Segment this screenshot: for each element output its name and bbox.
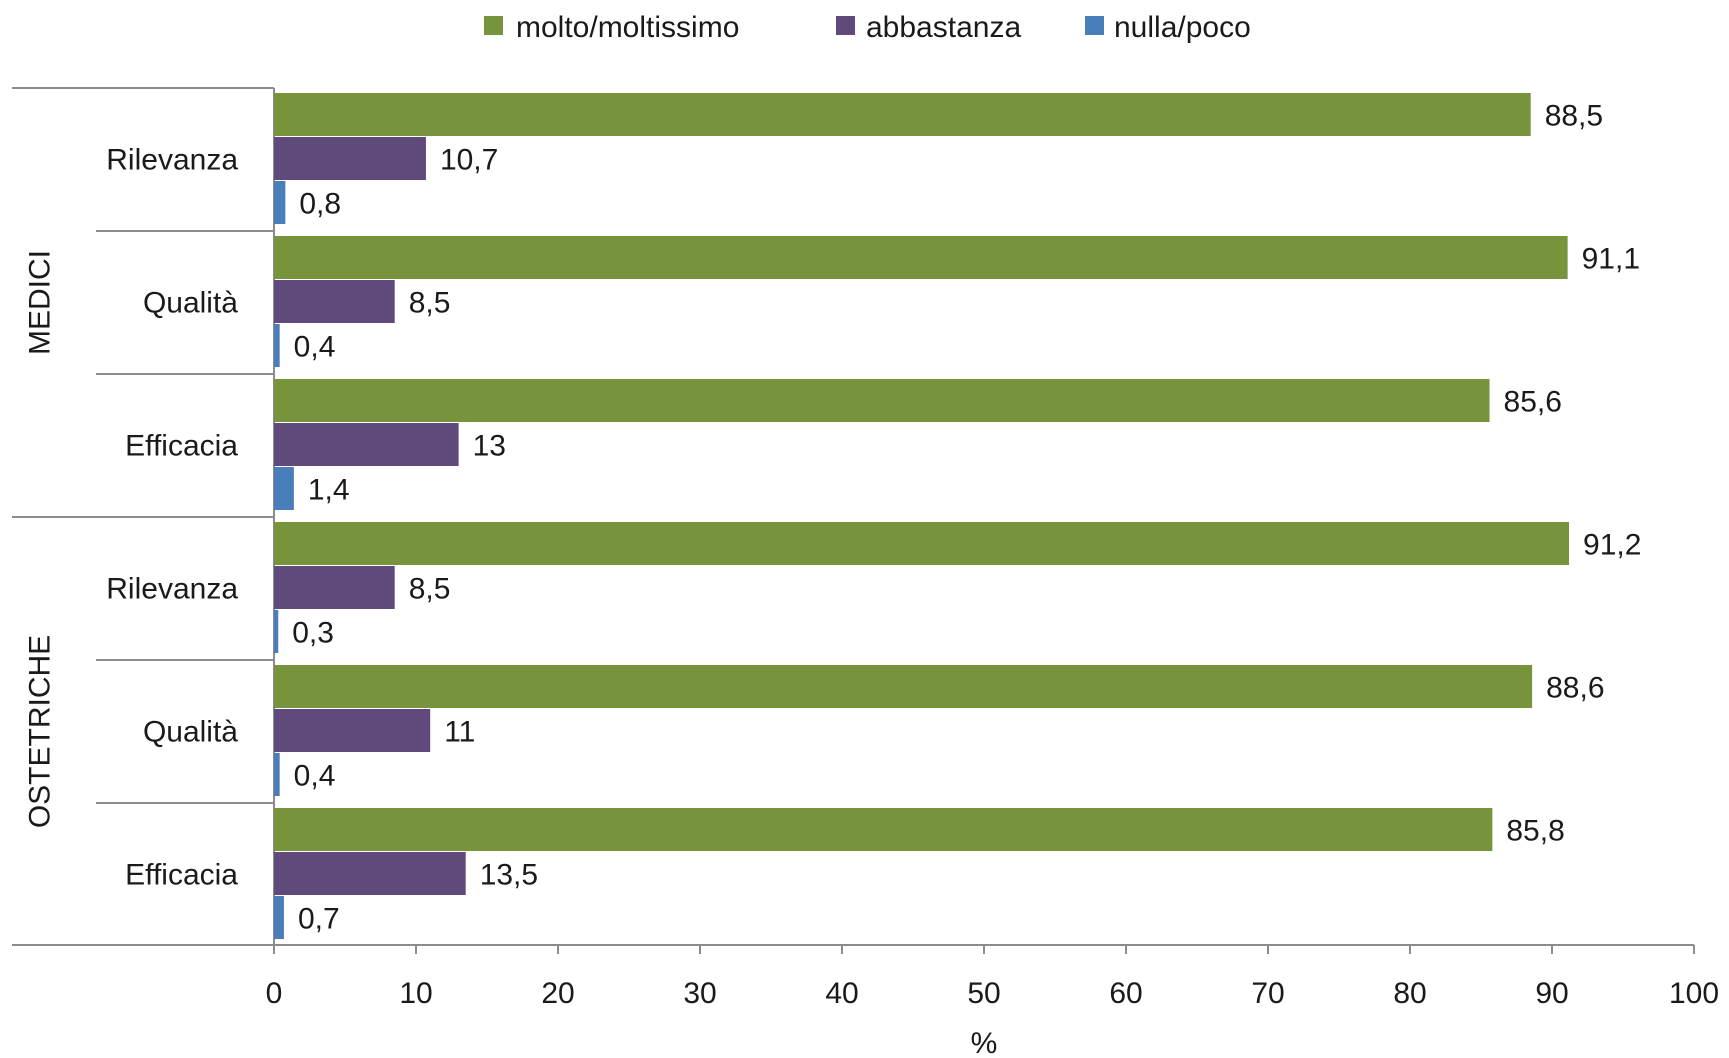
bar-1-0-2 (274, 610, 279, 653)
x-tick-label-3: 30 (683, 977, 716, 1010)
bar-value-label-1-0-1: 8,5 (409, 573, 451, 606)
bar-0-0-1 (274, 137, 426, 180)
category-label-0-2: Efficacia (125, 430, 238, 463)
bar-value-label-0-2-1: 13 (473, 430, 506, 463)
bar-1-1-0 (274, 665, 1533, 708)
labels: MEDICI Rilevanza 88,5 10,7 0,8 Qualità 91,1 8,5… (24, 100, 1642, 936)
bar-value-label-1-1-0: 88,6 (1546, 672, 1604, 705)
x-tick-label-0: 0 (266, 977, 283, 1010)
bar-value-label-1-0-2: 0,3 (292, 617, 334, 650)
group-label-0: MEDICI (24, 250, 57, 355)
x-tick-label-7: 70 (1251, 977, 1284, 1010)
bar-value-label-1-2-0: 85,8 (1506, 815, 1564, 848)
x-tick-label-9: 90 (1535, 977, 1568, 1010)
x-tick-label-4: 40 (825, 977, 858, 1010)
legend-label-1: abbastanza (866, 11, 1021, 44)
bar-value-label-0-2-0: 85,6 (1504, 386, 1562, 419)
bar-0-2-0 (274, 379, 1490, 422)
axes: 0 10 20 30 40 50 60 70 80 90 100% (12, 87, 1719, 1058)
group-label-1: OSTETRICHE (24, 635, 57, 828)
category-label-0-0: Rilevanza (106, 144, 238, 177)
bar-value-label-1-1-1: 11 (444, 716, 475, 749)
bar-0-2-1 (274, 423, 459, 466)
bar-value-label-0-0-0: 88,5 (1545, 100, 1603, 133)
x-tick-label-10: 100 (1669, 977, 1719, 1010)
bar-0-0-2 (274, 181, 286, 224)
bar-0-1-1 (274, 280, 395, 323)
legend-label-0: molto/moltissimo (516, 11, 739, 44)
bar-1-2-0 (274, 808, 1493, 851)
bar-value-label-0-1-1: 8,5 (409, 287, 451, 320)
bar-1-2-1 (274, 852, 466, 895)
bar-value-label-0-1-2: 0,4 (294, 331, 336, 364)
bar-1-0-0 (274, 522, 1570, 565)
x-tick-label-6: 60 (1109, 977, 1142, 1010)
bar-0-2-2 (274, 467, 294, 510)
bar-value-label-0-1-0: 91,1 (1582, 243, 1640, 276)
bar-value-label-0-2-2: 1,4 (308, 474, 350, 507)
legend-label-2: nulla/poco (1114, 11, 1251, 44)
bar-0-0-0 (274, 93, 1531, 136)
bar-1-2-2 (274, 896, 284, 939)
x-axis-title: % (971, 1027, 998, 1058)
bars (274, 93, 1570, 939)
bar-1-0-1 (274, 566, 395, 609)
category-label-1-2: Efficacia (125, 859, 238, 892)
x-tick-label-1: 10 (399, 977, 432, 1010)
bar-0-1-2 (274, 324, 280, 367)
legend-swatch-1 (836, 16, 855, 35)
bar-value-label-1-2-1: 13,5 (480, 859, 538, 892)
bar-0-1-0 (274, 236, 1568, 279)
bar-value-label-0-0-1: 10,7 (440, 144, 498, 177)
category-label-1-1: Qualità (143, 716, 238, 749)
x-tick-label-8: 80 (1393, 977, 1426, 1010)
legend: molto/moltissimo abbastanza nulla/poco (484, 11, 1251, 44)
category-label-0-1: Qualità (143, 287, 238, 320)
bar-1-1-2 (274, 753, 280, 796)
category-label-1-0: Rilevanza (106, 573, 238, 606)
bar-1-1-1 (274, 709, 431, 752)
bar-value-label-0-0-2: 0,8 (299, 188, 341, 221)
x-tick-label-2: 20 (541, 977, 574, 1010)
bar-value-label-1-2-2: 0,7 (298, 903, 340, 936)
legend-swatch-0 (484, 16, 503, 35)
legend-swatch-2 (1085, 16, 1104, 35)
x-tick-label-5: 50 (967, 977, 1000, 1010)
bar-value-label-1-1-2: 0,4 (294, 760, 336, 793)
bar-value-label-1-0-0: 91,2 (1583, 529, 1641, 562)
